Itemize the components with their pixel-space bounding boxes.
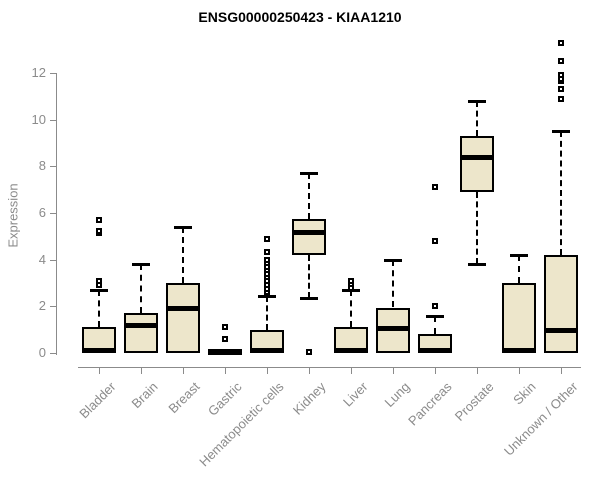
y-tick-label: 8 xyxy=(38,158,46,174)
median-line-kidney xyxy=(292,230,326,236)
y-tick-mark xyxy=(50,73,56,74)
y-tick-mark xyxy=(50,166,56,168)
upper-whisker-unknown-other xyxy=(560,131,562,255)
upper-whisker-cap xyxy=(552,130,570,134)
box-breast xyxy=(166,283,200,353)
median-line-bladder xyxy=(82,348,116,354)
upper-whisker-brain xyxy=(140,264,142,314)
outlier-point-bladder xyxy=(96,277,102,284)
outlier-point-unknown-other xyxy=(558,86,564,93)
outlier-point-pancreas xyxy=(432,238,438,244)
upper-whisker-pancreas xyxy=(434,315,436,335)
outlier-point-unknown-other xyxy=(558,72,564,79)
y-tick-mark xyxy=(50,306,56,308)
outlier-point-unknown-other xyxy=(558,95,564,102)
box-kidney xyxy=(292,218,326,255)
outlier-point-pancreas xyxy=(432,303,438,310)
y-tick-label: 12 xyxy=(31,65,46,80)
y-axis-line xyxy=(56,73,57,355)
x-tick-mark xyxy=(267,368,268,374)
upper-whisker-cap xyxy=(132,263,150,267)
median-line-prostate xyxy=(460,154,494,160)
upper-whisker-bladder xyxy=(98,290,100,328)
upper-whisker-hematopoietic-cells xyxy=(266,295,268,330)
outlier-point-hematopoietic-cells xyxy=(264,256,270,263)
x-tick-mark xyxy=(393,368,394,374)
y-tick-mark xyxy=(50,213,56,214)
x-tick-mark xyxy=(309,368,310,374)
y-tick-label: 2 xyxy=(38,298,46,314)
x-tick-mark xyxy=(225,368,226,374)
median-line-lung xyxy=(376,326,410,331)
outlier-point-hematopoietic-cells xyxy=(264,235,270,242)
lower-whisker-cap xyxy=(468,263,486,267)
lower-whisker-kidney xyxy=(308,255,310,299)
upper-whisker-cap xyxy=(300,172,318,176)
median-line-unknown-other xyxy=(544,328,578,334)
upper-whisker-kidney xyxy=(308,173,310,219)
upper-whisker-cap xyxy=(174,226,192,229)
outlier-point-unknown-other xyxy=(558,39,564,46)
upper-whisker-cap xyxy=(90,289,108,292)
upper-whisker-cap xyxy=(510,254,528,257)
y-tick-label: 10 xyxy=(31,111,46,127)
outlier-point-bladder xyxy=(96,217,102,223)
x-tick-mark xyxy=(561,368,562,374)
upper-whisker-lung xyxy=(392,259,394,308)
x-tick-mark xyxy=(99,368,100,374)
upper-whisker-cap xyxy=(384,258,402,262)
y-tick-label: 6 xyxy=(38,205,46,220)
x-tick-mark xyxy=(477,368,478,374)
outlier-point-liver xyxy=(348,277,354,284)
outlier-point-hematopoietic-cells xyxy=(264,248,270,255)
y-tick-mark xyxy=(50,259,56,261)
x-tick-mark xyxy=(519,368,520,374)
x-tick-mark xyxy=(351,368,352,374)
median-line-brain xyxy=(124,322,158,328)
x-axis-line xyxy=(78,367,581,368)
median-line-skin xyxy=(502,348,536,354)
x-tick-mark xyxy=(141,368,142,374)
outlier-point-gastric xyxy=(222,324,228,331)
median-line-breast xyxy=(166,306,200,312)
upper-whisker-skin xyxy=(518,255,520,283)
median-line-gastric xyxy=(208,349,242,355)
outlier-point-bladder xyxy=(96,227,102,234)
x-tick-mark xyxy=(183,368,184,374)
lower-whisker-prostate xyxy=(476,192,478,265)
chart-title: ENSG00000250423 - KIAA1210 xyxy=(198,9,402,25)
median-line-hematopoietic-cells xyxy=(250,348,284,354)
outlier-point-pancreas xyxy=(432,184,438,191)
box-prostate xyxy=(460,136,494,192)
upper-whisker-prostate xyxy=(476,101,478,136)
outlier-point-gastric xyxy=(222,336,228,342)
y-tick-label: 0 xyxy=(38,345,46,360)
median-line-liver xyxy=(334,348,368,354)
upper-whisker-cap xyxy=(258,294,276,298)
y-tick-label: 4 xyxy=(38,251,46,267)
upper-whisker-breast xyxy=(182,227,184,283)
outlier-point-unknown-other xyxy=(558,58,564,65)
box-brain xyxy=(124,313,158,353)
upper-whisker-liver xyxy=(350,290,352,328)
upper-whisker-cap xyxy=(468,100,486,103)
median-line-pancreas xyxy=(418,348,452,354)
y-tick-mark xyxy=(50,353,56,354)
box-skin xyxy=(502,283,536,353)
x-tick-mark xyxy=(435,368,436,374)
upper-whisker-cap xyxy=(426,314,444,318)
outlier-point-kidney xyxy=(306,348,312,355)
y-tick-mark xyxy=(50,119,56,121)
box-unknown-other xyxy=(544,255,578,353)
lower-whisker-cap xyxy=(300,297,318,301)
